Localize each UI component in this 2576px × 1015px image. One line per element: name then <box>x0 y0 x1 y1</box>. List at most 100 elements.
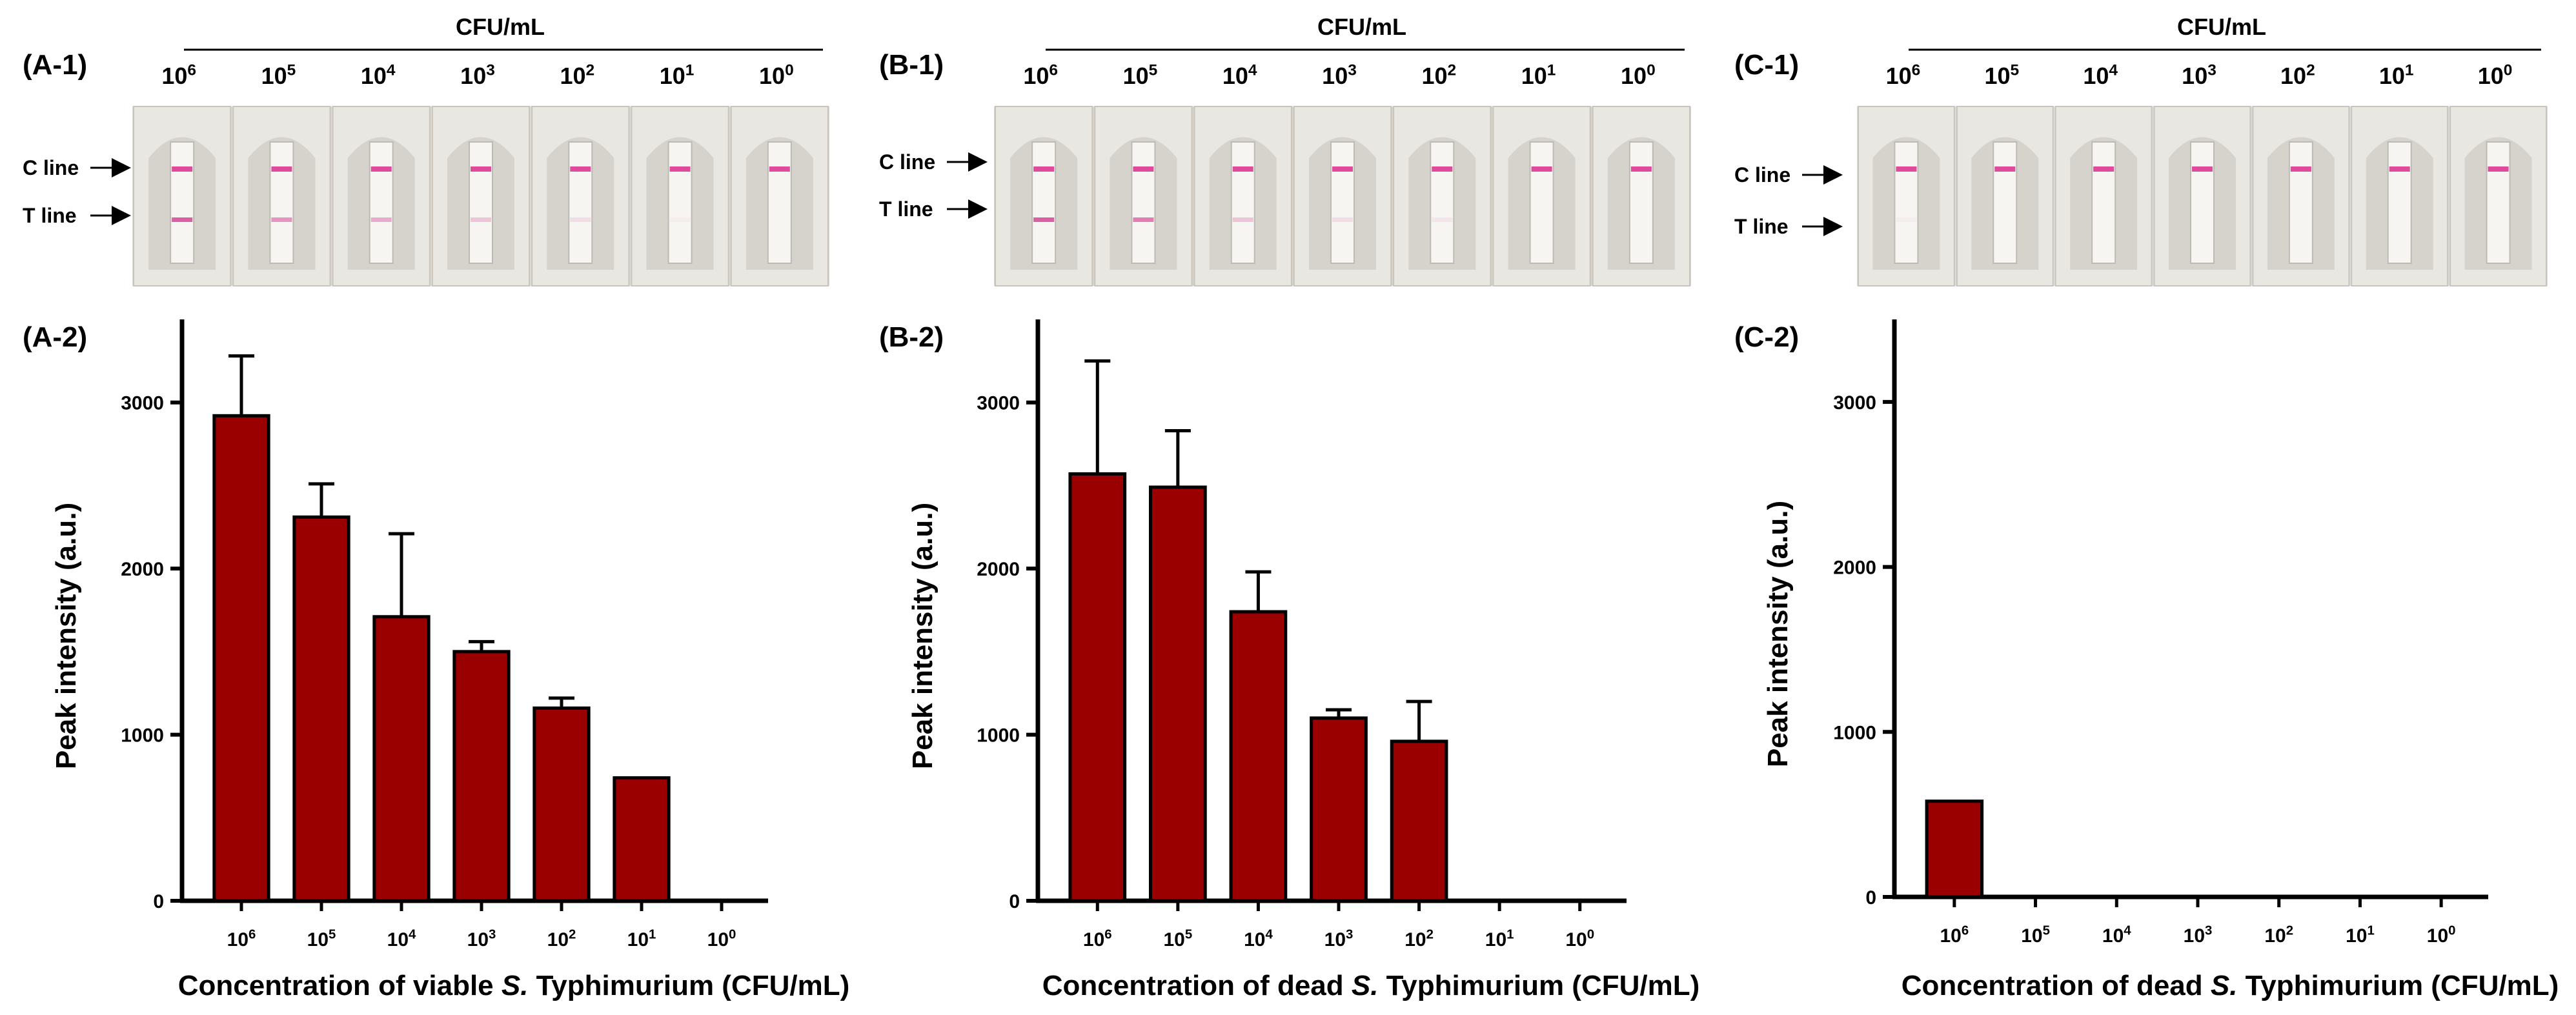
bar <box>1149 485 1207 903</box>
t-line-label: T line <box>1734 215 1789 238</box>
x-tick-label: 103 <box>1324 928 1354 950</box>
lane-concentration-label: 102 <box>2280 61 2315 89</box>
y-tick-label: 2000 <box>121 559 164 580</box>
bar <box>1229 610 1288 903</box>
lane-concentration-label: 104 <box>1222 61 1257 89</box>
lane-concentration-label-base: 10 <box>1521 63 1547 89</box>
x-tick-label-base: 10 <box>2346 925 2367 947</box>
test-cassette <box>2054 106 2153 286</box>
result-window <box>2091 141 2116 264</box>
test-cassette <box>1393 106 1492 286</box>
x-axis-title-after: Typhimurium (CFU/mL) <box>1378 970 1699 1001</box>
lane-concentration-label-exponent: 5 <box>287 61 296 79</box>
result-window <box>1529 141 1554 264</box>
x-axis-title-after: Typhimurium (CFU/mL) <box>2237 970 2559 1001</box>
x-tick-label: 101 <box>627 928 656 950</box>
y-tick-label: 2000 <box>1833 558 1876 579</box>
result-window <box>1993 141 2018 264</box>
lane-concentration-label-base: 10 <box>460 63 486 89</box>
control-line <box>1332 166 1353 172</box>
lane-concentration-label-exponent: 1 <box>685 61 695 79</box>
x-axis-title-before: Concentration of dead <box>1902 970 2211 1001</box>
lane-concentration-label: 104 <box>2083 61 2118 89</box>
x-tick-label-exponent: 1 <box>649 928 656 942</box>
lane-concentration-label-base: 10 <box>1322 63 1348 89</box>
result-window <box>1894 141 1919 264</box>
x-tick-label: 100 <box>1565 928 1594 950</box>
panel-label: (A-1) <box>23 49 87 81</box>
lane-concentration-label: 101 <box>2379 61 2414 89</box>
x-tick-label-exponent: 2 <box>1426 928 1434 942</box>
bar <box>532 706 591 903</box>
test-cassette <box>2153 106 2251 286</box>
c-line-label: C line <box>23 156 79 179</box>
lane-concentration-label-exponent: 4 <box>1248 61 1257 79</box>
lane-concentration-label-exponent: 6 <box>187 61 196 79</box>
result-window <box>568 141 593 264</box>
x-tick-label-exponent: 1 <box>2367 924 2374 938</box>
x-tick-label-exponent: 6 <box>1962 924 1969 938</box>
lane-concentration-label-exponent: 1 <box>2405 61 2414 79</box>
lane-concentration-label-base: 10 <box>1023 63 1049 89</box>
lane-concentration-label-base: 10 <box>361 63 387 89</box>
test-cassette <box>1193 106 1292 286</box>
lane-concentration-label: 102 <box>560 61 594 89</box>
lane-concentration-label: 102 <box>1421 61 1456 89</box>
test-line <box>271 217 292 222</box>
x-tick-label-exponent: 5 <box>329 928 336 942</box>
lane-concentration-label-exponent: 4 <box>387 61 396 79</box>
x-tick-label: 105 <box>1163 928 1192 950</box>
x-tick-label-exponent: 4 <box>1265 928 1273 942</box>
x-tick-label: 105 <box>307 928 336 950</box>
lane-concentration-label-base: 10 <box>1123 63 1149 89</box>
y-tick-label: 3000 <box>977 393 1020 414</box>
bar <box>212 414 270 903</box>
x-tick-label-exponent: 6 <box>248 928 256 942</box>
y-tick-label: 0 <box>1009 891 1020 912</box>
test-line <box>1896 217 1917 222</box>
result-window <box>1131 141 1156 264</box>
result-window <box>2486 141 2511 264</box>
bar <box>1390 739 1448 903</box>
control-line <box>370 166 392 172</box>
x-tick-label: 106 <box>1083 928 1112 950</box>
x-tick-label-exponent: 0 <box>729 928 736 942</box>
lane-concentration-label-base: 10 <box>1421 63 1447 89</box>
lane-concentration-label-base: 10 <box>2182 63 2207 89</box>
lane-concentration-label-exponent: 2 <box>2306 61 2315 79</box>
x-tick-label-exponent: 2 <box>2286 924 2293 938</box>
test-line <box>570 217 591 222</box>
lane-concentration-label: 100 <box>1621 61 1656 89</box>
test-cassette <box>2449 106 2547 286</box>
test-line <box>1332 217 1353 222</box>
control-line <box>2192 166 2213 172</box>
x-tick-label: 102 <box>2264 924 2293 947</box>
y-axis-title: Peak intensity (a.u.) <box>1762 501 1794 767</box>
bar <box>452 650 511 903</box>
test-cassette <box>431 106 531 286</box>
result-window <box>1031 141 1057 264</box>
test-cassette <box>531 106 630 286</box>
y-tick-label: 3000 <box>121 393 164 414</box>
test-cassette <box>730 106 829 286</box>
control-line <box>1232 166 1253 172</box>
lane-concentration-label-base: 10 <box>161 63 187 89</box>
control-line <box>1531 166 1552 172</box>
header-cfu-label: CFU/mL <box>2177 14 2266 40</box>
lane-concentration-label-exponent: 0 <box>785 61 794 79</box>
lane-concentration-label-base: 10 <box>2083 63 2109 89</box>
header-cfu-label: CFU/mL <box>456 14 545 40</box>
lane-concentration-label-exponent: 3 <box>486 61 495 79</box>
lane-concentration-label-base: 10 <box>261 63 287 89</box>
x-tick-label-exponent: 6 <box>1104 928 1111 942</box>
x-tick-label-base: 10 <box>1163 929 1184 950</box>
y-tick-label: 1000 <box>1833 722 1876 743</box>
test-cassette <box>1094 106 1193 286</box>
result-window <box>369 141 394 264</box>
panel-label: (B-2) <box>879 321 944 353</box>
test-line <box>1432 217 1453 222</box>
